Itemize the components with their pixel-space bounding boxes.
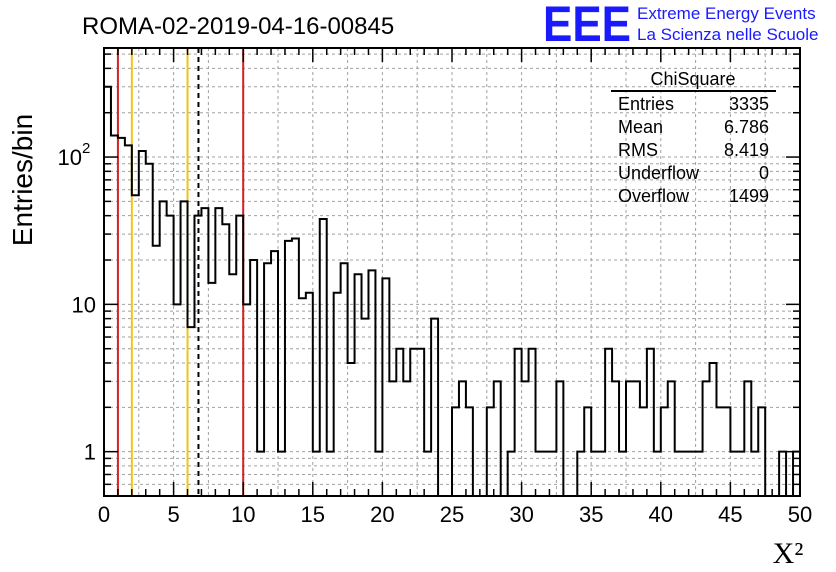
histogram-bin <box>341 263 348 496</box>
histogram-bin <box>626 381 633 496</box>
histogram-bin <box>229 274 236 496</box>
y-tick-label: 10 <box>72 292 96 317</box>
stats-label: Underflow <box>618 163 700 183</box>
histogram-bin <box>633 381 640 496</box>
histogram-bin <box>710 363 717 496</box>
histogram-bin <box>146 164 153 496</box>
logo-line-1: Extreme Energy Events <box>637 4 816 23</box>
x-tick-label: 5 <box>167 502 179 527</box>
histogram-bin <box>125 145 132 496</box>
histogram-bin <box>459 381 466 496</box>
histogram-bin <box>522 381 529 496</box>
y-tick-label: 1 <box>84 440 96 465</box>
chart-title: ROMA-02-2019-04-16-00845 <box>82 13 394 40</box>
stats-value: 0 <box>759 163 769 183</box>
histogram-bin <box>243 304 250 496</box>
histogram-bin <box>396 349 403 496</box>
histogram-bin <box>132 195 139 496</box>
histogram-bin <box>494 381 501 496</box>
histogram-bin <box>215 208 222 496</box>
histogram-bin <box>647 349 654 496</box>
histogram-bin <box>208 283 215 496</box>
stats-label: RMS <box>618 140 658 160</box>
histogram-bin <box>605 349 612 496</box>
x-tick-label: 20 <box>370 502 394 527</box>
x-axis: 0 5 10 15 20 25 30 35 40 45 50 <box>98 48 812 527</box>
stats-label: Overflow <box>618 186 690 206</box>
histogram-bin <box>174 304 181 496</box>
histogram-bin <box>118 138 125 496</box>
histogram-bin <box>104 87 111 496</box>
histogram-bin <box>201 208 208 496</box>
x-tick-label: 10 <box>231 502 255 527</box>
histogram-bin <box>236 216 243 496</box>
x-axis-label: X² <box>773 537 804 570</box>
logo-line-2: La Scienza nelle Scuole <box>637 25 818 44</box>
stats-label: Mean <box>618 117 663 137</box>
histogram-bin <box>529 349 536 496</box>
x-tick-label: 25 <box>440 502 464 527</box>
x-tick-label: 15 <box>301 502 325 527</box>
histogram-series <box>103 85 801 497</box>
stats-value: 3335 <box>729 94 769 114</box>
x-tick-label: 35 <box>579 502 603 527</box>
stats-value: 6.786 <box>724 117 769 137</box>
histogram-bin <box>389 381 396 496</box>
histogram-bin <box>515 349 522 496</box>
histogram-bin <box>417 349 424 496</box>
y-tick-exponent: 2 <box>82 140 90 157</box>
histogram-bin <box>355 274 362 496</box>
x-tick-label: 30 <box>509 502 533 527</box>
histogram-bin <box>271 251 278 496</box>
histogram-bin <box>264 263 271 496</box>
logo-mark: EEE <box>543 0 631 52</box>
histogram-bin <box>188 327 195 496</box>
x-tick-label: 40 <box>649 502 673 527</box>
x-tick-label: 45 <box>718 502 742 527</box>
y-tick-label: 10 <box>58 145 82 170</box>
histogram-bin <box>612 381 619 496</box>
histogram-bin <box>556 381 563 496</box>
histogram-bin <box>250 260 257 496</box>
histogram-bin <box>222 224 229 496</box>
x-tick-label: 50 <box>788 502 812 527</box>
stats-box: ChiSquare Entries 3335 Mean 6.786 RMS 8.419 Un… <box>611 69 776 206</box>
stats-value: 1499 <box>729 186 769 206</box>
histogram-bin <box>292 238 299 496</box>
histogram-bin <box>348 363 355 496</box>
stats-label: Entries <box>618 94 674 114</box>
eee-logo: EEE Extreme Energy Events La Scienza nel… <box>543 0 818 52</box>
histogram-bin <box>703 381 710 496</box>
y-axis-label: Entries/bin <box>7 114 38 246</box>
stats-value: 8.419 <box>724 140 769 160</box>
histogram-bin <box>744 381 751 496</box>
histogram-bin <box>139 151 146 496</box>
stats-title: ChiSquare <box>650 69 735 89</box>
histogram-bin <box>668 381 675 496</box>
histogram-bin <box>403 381 410 496</box>
x-tick-label: 0 <box>98 502 110 527</box>
histogram-bin <box>285 241 292 496</box>
histogram-bin <box>167 216 174 496</box>
histogram-bin <box>410 349 417 496</box>
